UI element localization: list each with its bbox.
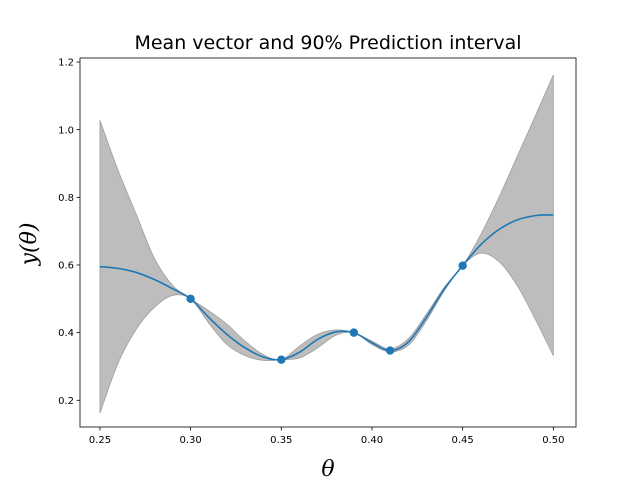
x-tick-label: 0.25 xyxy=(89,435,111,446)
prediction-interval-band xyxy=(99,74,554,414)
observation-point xyxy=(349,328,359,337)
y-tick-label: 1.2 xyxy=(58,58,74,69)
observation-point xyxy=(186,294,195,304)
axes-frame xyxy=(79,57,577,428)
observation-point xyxy=(458,261,467,270)
x-tick-label: 0.45 xyxy=(452,435,474,446)
y-tick-label: 0.2 xyxy=(58,396,74,407)
x-tick-label: 0.30 xyxy=(179,435,201,446)
plot-area xyxy=(99,74,554,414)
y-tick-label: 1.0 xyxy=(58,125,74,136)
y-tick-label: 0.6 xyxy=(58,261,74,272)
x-axis-ticks: 0.25 0.30 0.35 0.40 0.45 0.50 xyxy=(89,427,564,446)
x-tick-label: 0.50 xyxy=(542,435,564,446)
y-axis-ticks: 0.2 0.4 0.6 0.8 1.0 1.2 xyxy=(58,58,80,407)
x-tick-label: 0.40 xyxy=(361,435,383,446)
y-tick-label: 0.4 xyxy=(58,328,74,339)
y-tick-label: 0.8 xyxy=(58,193,74,204)
observation-point xyxy=(277,355,286,364)
mean-vector-line xyxy=(99,214,554,361)
chart-title: Mean vector and 90% Prediction interval xyxy=(134,32,521,54)
x-axis-label: θ xyxy=(321,457,334,480)
x-tick-label: 0.35 xyxy=(270,435,292,446)
y-axis-label: y(θ) xyxy=(17,223,42,267)
observation-point xyxy=(385,346,395,355)
